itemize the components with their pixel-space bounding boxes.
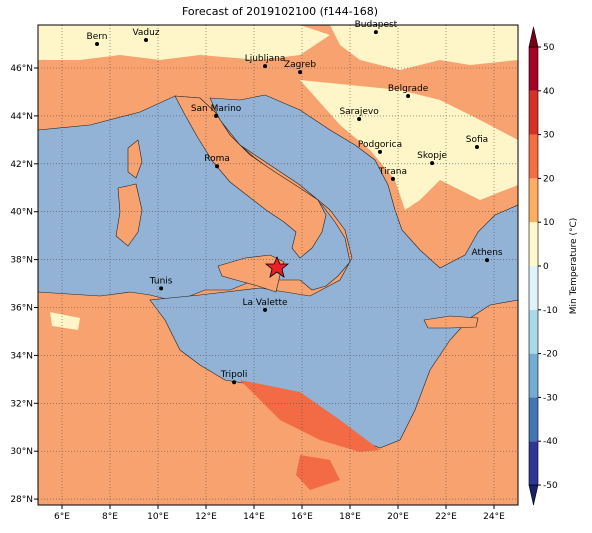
- city-dot: [390, 176, 395, 181]
- colorbar-tick-label: -20: [543, 350, 558, 360]
- sea: [149, 94, 518, 449]
- x-tick-label: 24°E: [483, 512, 505, 522]
- city-dot: [430, 161, 435, 166]
- city-label: Skopje: [417, 151, 447, 161]
- city-label: Sofia: [466, 135, 488, 145]
- colorbar-segment: [529, 353, 538, 398]
- colorbar-segment: [529, 266, 538, 310]
- city-dot: [485, 258, 490, 263]
- x-tick-label: 8°E: [102, 512, 118, 522]
- city-label: Ljubljana: [245, 54, 286, 64]
- city-dot: [159, 286, 164, 291]
- y-tick-label: 38°N: [10, 256, 33, 266]
- city-label: Zagreb: [284, 60, 316, 70]
- y-tick-label: 30°N: [10, 447, 33, 457]
- sardinia: [115, 183, 143, 247]
- colorbar-segment: [529, 397, 538, 442]
- warm-region: [296, 455, 340, 490]
- city-dot: [406, 94, 411, 99]
- city-dot: [298, 70, 303, 75]
- city-dot: [357, 117, 362, 122]
- colorbar-tick-label: 0: [543, 262, 549, 272]
- cold-region: [38, 25, 330, 60]
- cities: Bern VaduzBudapestLjubljanaZagrebBelgrade…: [87, 20, 503, 385]
- cold-region: [330, 25, 518, 70]
- colorbar-segment: [529, 47, 538, 91]
- colorbar-tick-label: 20: [543, 174, 555, 184]
- star-marker: [264, 255, 290, 278]
- y-tick-label: 42°N: [10, 160, 33, 170]
- grid: 6°E 8°E 10°E 12°E 14°E 16°E 18°E 20°E 22°E 24°E 28…: [10, 25, 518, 522]
- colorbar-tick-label: 40: [543, 87, 555, 97]
- cold-region: [300, 80, 518, 210]
- y-tick-label: 34°N: [10, 351, 33, 361]
- city-label: San Marino: [191, 104, 242, 114]
- colorbar-segment: [529, 90, 538, 135]
- colorbar-tick-label: 30: [543, 131, 555, 141]
- y-tick-label: 40°N: [10, 208, 33, 218]
- city-dot: [215, 164, 220, 169]
- corsica: [127, 139, 143, 179]
- colorbar-segment: [529, 134, 538, 179]
- x-tick-label: 22°E: [435, 512, 457, 522]
- city-label: Vaduz: [132, 28, 159, 38]
- x-tick-label: 16°E: [291, 512, 313, 522]
- y-tick-label: 44°N: [10, 112, 33, 122]
- map-frame: [37, 24, 519, 506]
- x-tick-label: 14°E: [243, 512, 265, 522]
- city-label: Roma: [204, 154, 230, 164]
- x-tick-label: 18°E: [339, 512, 361, 522]
- city-label: Tirana: [378, 167, 407, 177]
- colorbar-extension: [528, 26, 539, 48]
- colorbar-tick-label: 50: [543, 43, 555, 53]
- x-tick-label: 6°E: [54, 512, 70, 522]
- x-tick-label: 12°E: [195, 512, 217, 522]
- x-tick-label: 20°E: [387, 512, 409, 522]
- colorbar-segment: [529, 309, 538, 354]
- city-dot: [144, 37, 148, 42]
- map-area: [38, 25, 518, 505]
- crete: [423, 315, 479, 329]
- city-dot: [232, 380, 237, 385]
- y-tick-label: 46°N: [10, 64, 33, 74]
- colorbar-tick-label: -30: [543, 393, 558, 403]
- x-tick-label: 10°E: [147, 512, 169, 522]
- city-label: Tunis: [149, 276, 173, 286]
- city-label: Athens: [471, 248, 502, 258]
- colorbar-label: Min Temperature (°C): [569, 218, 579, 315]
- city-dot: [95, 42, 100, 47]
- city-label: La Valette: [243, 298, 288, 308]
- city-label: Belgrade: [388, 84, 429, 94]
- colorbar-extension: [528, 484, 539, 506]
- city-dot: [214, 113, 219, 118]
- warm-region: [240, 380, 380, 452]
- colorbar-tick-label: 10: [543, 218, 555, 228]
- colorbar-segment: [529, 178, 538, 223]
- city-dot: [378, 149, 382, 154]
- colorbar-tick-label: -40: [543, 437, 558, 447]
- colorbar-tick-label: -10: [543, 306, 558, 316]
- italy: [174, 95, 327, 259]
- city-dot: [263, 64, 268, 69]
- y-tick-label: 36°N: [10, 304, 33, 314]
- city-label: Bern: [87, 32, 108, 42]
- city-label: Tripoli: [220, 370, 248, 380]
- colorbar: -50 -40 -30 -20 -10 0 10 20 30 40 50: [528, 26, 558, 506]
- city-label: Sarajevo: [339, 107, 379, 117]
- colorbar-segment: [529, 441, 538, 485]
- y-tick-label: 28°N: [10, 495, 33, 505]
- city-label: Podgorica: [358, 140, 402, 150]
- map-title: Forecast of 2019102100 (f144-168): [182, 5, 378, 18]
- city-dot: [373, 30, 378, 35]
- city-dot: [263, 307, 268, 312]
- city-dot: [474, 145, 479, 150]
- cold-region: [50, 312, 80, 330]
- colorbar-segment: [529, 222, 538, 266]
- colorbar-tick-label: -50: [543, 481, 558, 491]
- y-tick-label: 32°N: [10, 399, 33, 409]
